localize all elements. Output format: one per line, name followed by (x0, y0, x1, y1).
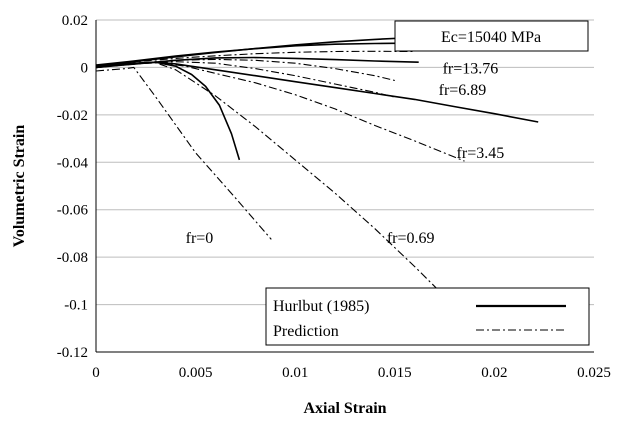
x-tick-label: 0.02 (481, 365, 507, 381)
y-tick-label: -0.12 (57, 345, 88, 361)
curve-labels: fr=13.76 fr=6.89 fr=3.45 fr=0 fr=0.69 (186, 61, 505, 248)
y-tick-label: -0.1 (64, 298, 88, 314)
legend-box (265, 287, 590, 346)
x-tick-label: 0.005 (179, 365, 213, 381)
ec-annotation-text: Ec=15040 MPa (441, 29, 541, 46)
x-tick-label: 0.01 (282, 365, 308, 381)
series-prediction-line (95, 66, 272, 240)
series-prediction-line (95, 50, 415, 67)
ec-annotation-box: Ec=15040 MPa (394, 20, 589, 52)
y-axis-title: Volumetric Strain (11, 125, 28, 248)
series-hurlbut-line (95, 36, 415, 67)
series-prediction-line (95, 61, 465, 162)
legend-entry-hurlbut: Hurlbut (1985) (273, 298, 369, 315)
y-tick-label: -0.06 (57, 203, 89, 219)
fr-annotation: fr=3.45 (457, 145, 505, 162)
fr-annotation: fr=0 (186, 230, 214, 247)
fr-annotation: fr=6.89 (439, 82, 487, 99)
tick-labels: 0.020-0.02-0.04-0.06-0.08-0.1-0.120 0.005… (57, 13, 611, 381)
y-tick-label: -0.04 (57, 155, 89, 171)
y-tick-label: 0.02 (62, 13, 88, 29)
y-tick-label: -0.08 (57, 250, 88, 266)
y-tick-label: -0.02 (57, 108, 88, 124)
x-tick-label: 0.025 (577, 365, 611, 381)
legend: Hurlbut (1985) Prediction (265, 287, 590, 346)
x-tick-label: 0 (92, 365, 100, 381)
series (95, 36, 539, 297)
axes (95, 20, 594, 353)
series-hurlbut-line (95, 42, 405, 66)
x-tick-label: 0.015 (378, 365, 412, 381)
y-tick-label: 0 (81, 60, 89, 76)
x-axis-title: Axial Strain (303, 400, 386, 417)
series-hurlbut-line (95, 61, 241, 161)
fr-annotation: fr=13.76 (443, 61, 499, 78)
series-prediction-line (95, 62, 445, 297)
fr-annotation: fr=0.69 (387, 230, 435, 247)
legend-entry-prediction: Prediction (273, 323, 339, 340)
